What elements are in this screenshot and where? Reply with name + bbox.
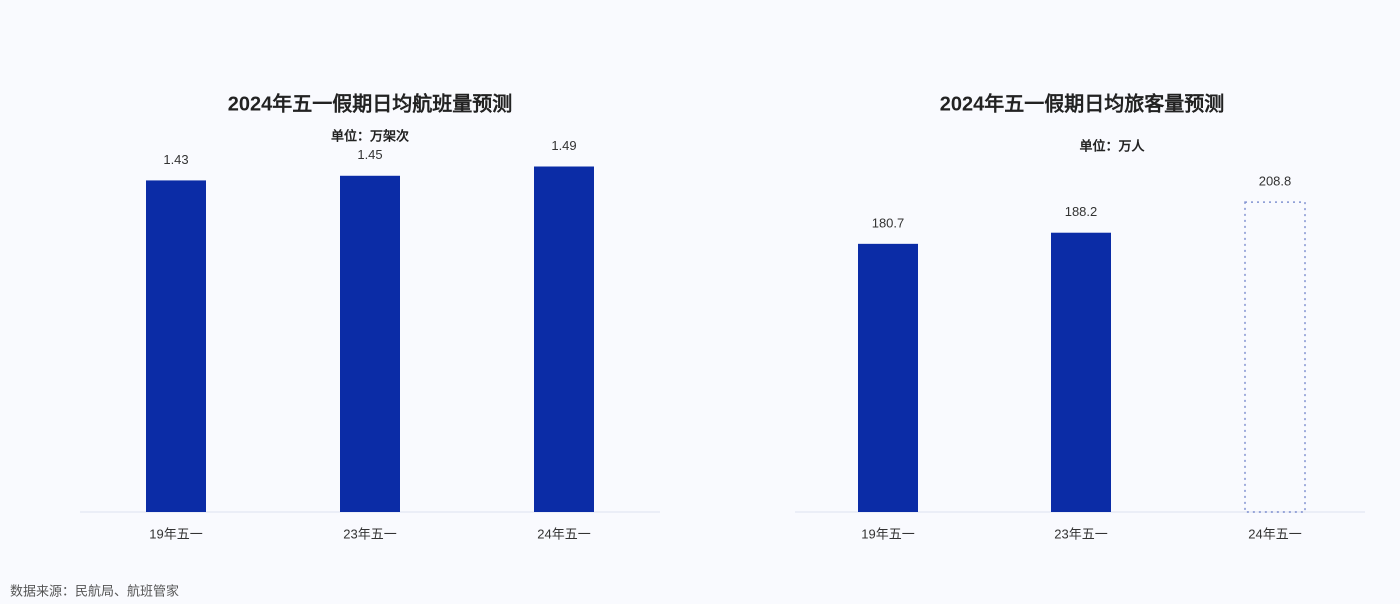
bar [1051, 232, 1111, 513]
source-note: 数据来源：民航局、航班管家 [10, 583, 179, 598]
x-tick-label: 19年五一 [861, 526, 914, 541]
bar [146, 180, 206, 512]
x-tick-label: 19年五一 [149, 526, 202, 541]
x-tick-label: 23年五一 [343, 526, 396, 541]
x-tick-label: 24年五一 [1248, 526, 1301, 541]
chart-title: 2024年五一假期日均航班量预测 [228, 91, 513, 115]
value-label: 208.8 [1259, 174, 1292, 189]
bar [1244, 201, 1306, 513]
x-tick-label: 24年五一 [537, 526, 590, 541]
bar [858, 243, 918, 513]
chart-title: 2024年五一假期日均旅客量预测 [940, 91, 1225, 115]
chart-subtitle: 单位：万架次 [331, 128, 409, 143]
value-label: 188.2 [1065, 204, 1098, 219]
bar [534, 166, 594, 512]
bar [340, 175, 400, 512]
value-label: 1.45 [357, 147, 382, 162]
value-label: 1.49 [551, 138, 576, 153]
value-label: 1.43 [163, 152, 188, 167]
x-tick-label: 23年五一 [1054, 526, 1107, 541]
chart-subtitle: 单位：万人 [1079, 138, 1145, 153]
value-label: 180.7 [872, 215, 905, 230]
